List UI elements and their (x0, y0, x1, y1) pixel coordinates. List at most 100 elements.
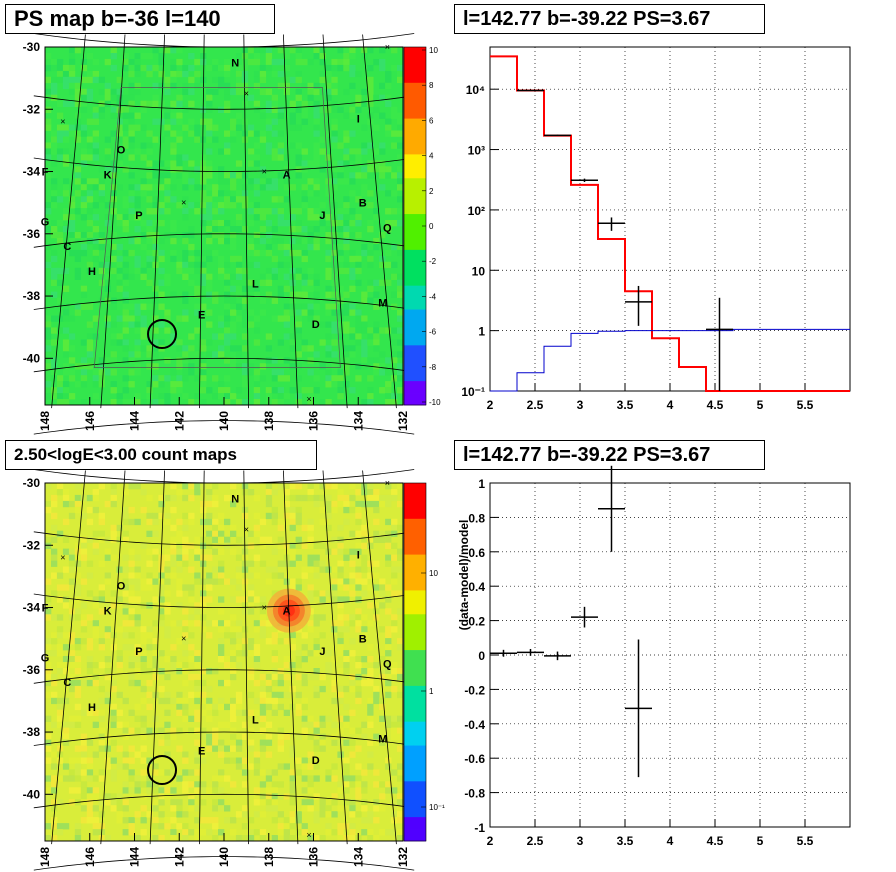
map-pixel (361, 327, 368, 334)
map-pixel (265, 118, 273, 125)
map-pixel (349, 255, 356, 263)
map-pixel (164, 279, 171, 286)
map-pixel (56, 757, 64, 764)
map-pixel (182, 178, 189, 185)
map-pixel (373, 321, 380, 328)
map-pixel (313, 184, 320, 191)
y-tick-label: -1 (474, 821, 485, 835)
y-tick-label: -0.8 (464, 787, 485, 801)
map-pixel (116, 596, 123, 603)
map-pixel (218, 524, 225, 532)
colorbar-cell (404, 662, 426, 675)
map-pixel (45, 596, 52, 603)
map-pixel (86, 208, 94, 215)
map-pixel (194, 739, 201, 746)
map-pixel (170, 494, 177, 502)
map-pixel (379, 500, 386, 508)
colorbar-cell (404, 82, 426, 96)
map-pixel (62, 393, 70, 400)
map-pixel (134, 781, 141, 788)
map-pixel (212, 494, 219, 502)
map-pixel (146, 208, 153, 215)
target-circle (147, 319, 178, 350)
map-pixel (265, 494, 273, 502)
map-pixel (134, 88, 141, 96)
map-pixel (152, 237, 159, 245)
map-pixel (391, 399, 398, 406)
parallel-line (33, 295, 415, 310)
map-pixel (385, 644, 392, 651)
colorbar-label: 1 (429, 687, 434, 696)
map-pixel (385, 279, 392, 286)
map-pixel (349, 835, 356, 842)
colorbar-cell (404, 261, 426, 275)
map-pixel (247, 602, 255, 609)
map-pixel (301, 309, 308, 316)
map-pixel (343, 614, 350, 621)
map-pixel (122, 124, 129, 131)
map-pixel (343, 243, 350, 251)
map-pixel (235, 64, 243, 72)
map-pixel (224, 64, 231, 72)
map-pixel (301, 237, 308, 245)
map-pixel (349, 220, 356, 227)
map-pixel (349, 82, 356, 90)
map-pixel (194, 751, 201, 758)
map-pixel (307, 357, 314, 364)
map-pixel (325, 369, 332, 376)
map-pixel (337, 626, 344, 633)
map-pixel (325, 524, 332, 532)
map-pixel (337, 715, 344, 722)
map-pixel (283, 261, 290, 269)
map-pixel (170, 733, 177, 740)
map-pixel (385, 787, 392, 794)
map-pixel (397, 835, 404, 842)
map-pixel (307, 530, 314, 537)
map-pixel (146, 679, 153, 687)
map-pixel (373, 500, 380, 508)
map-pixel (80, 733, 88, 740)
map-pixel (98, 811, 105, 818)
map-pixel (265, 142, 273, 149)
map-pixel (230, 709, 237, 716)
map-pixel (200, 668, 207, 675)
map-pixel (259, 70, 267, 78)
map-pixel (283, 638, 290, 645)
map-pixel (212, 88, 219, 96)
map-pixel (349, 387, 356, 394)
map-pixel (80, 285, 88, 292)
map-pixel (301, 118, 308, 125)
map-pixel (206, 542, 213, 549)
map-pixel (68, 500, 76, 508)
map-pixel (253, 237, 261, 245)
residual-chart: 2 2.5 3 3.5 4 4.5 5 5.5-1-0.8-0.6-0.4-0.200.20.… (464, 465, 851, 848)
map-pixel (164, 632, 171, 639)
map-pixel (277, 560, 284, 567)
map-pixel (355, 267, 362, 275)
map-pixel (62, 124, 70, 131)
map-pixel (349, 309, 356, 316)
map-pixel (235, 697, 243, 705)
map-pixel (62, 381, 70, 388)
map-pixel (283, 733, 290, 740)
map-pixel (188, 399, 195, 406)
map-pixel (289, 578, 296, 585)
map-pixel (224, 578, 231, 585)
map-pixel (337, 650, 344, 657)
map-pixel (170, 548, 177, 555)
map-pixel (379, 739, 386, 746)
map-pixel (200, 757, 207, 764)
map-pixel (343, 136, 350, 143)
map-pixel (289, 339, 296, 346)
map-pixel (349, 811, 356, 818)
map-pixel (337, 58, 344, 66)
map-pixel (247, 739, 255, 746)
map-pixel (313, 273, 320, 280)
map-pixel (224, 620, 231, 627)
map-pixel (140, 345, 147, 352)
map-pixel (385, 124, 392, 131)
map-pixel (367, 721, 374, 728)
map-pixel (164, 626, 171, 633)
map-pixel (170, 291, 177, 298)
map-pixel (152, 835, 159, 842)
